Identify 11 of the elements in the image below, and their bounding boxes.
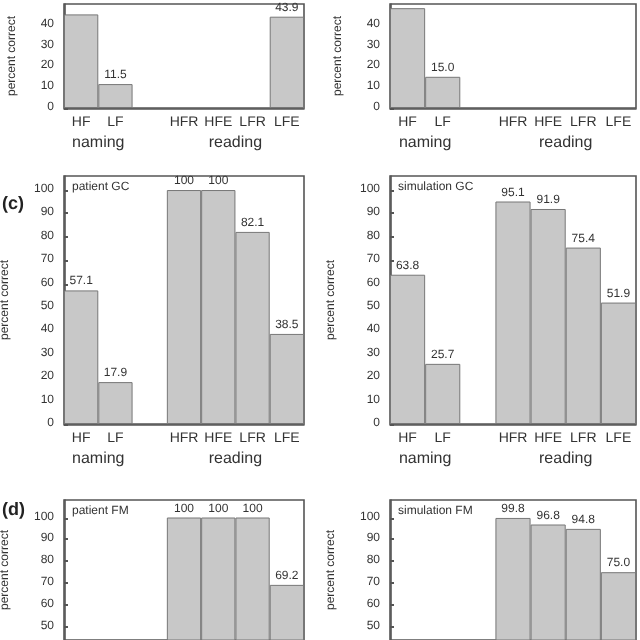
- text: naming: [398, 449, 452, 467]
- chart-title: (d): [2, 499, 25, 519]
- text: reading: [208, 133, 263, 151]
- text: naming: [398, 133, 452, 151]
- text: reading: [539, 133, 593, 151]
- text: naming: [72, 133, 125, 151]
- bar: [269, 16, 304, 108]
- text: reading: [539, 449, 593, 467]
- text: reading: [208, 449, 263, 467]
- text: (c): [2, 193, 24, 213]
- text: naming: [72, 449, 125, 467]
